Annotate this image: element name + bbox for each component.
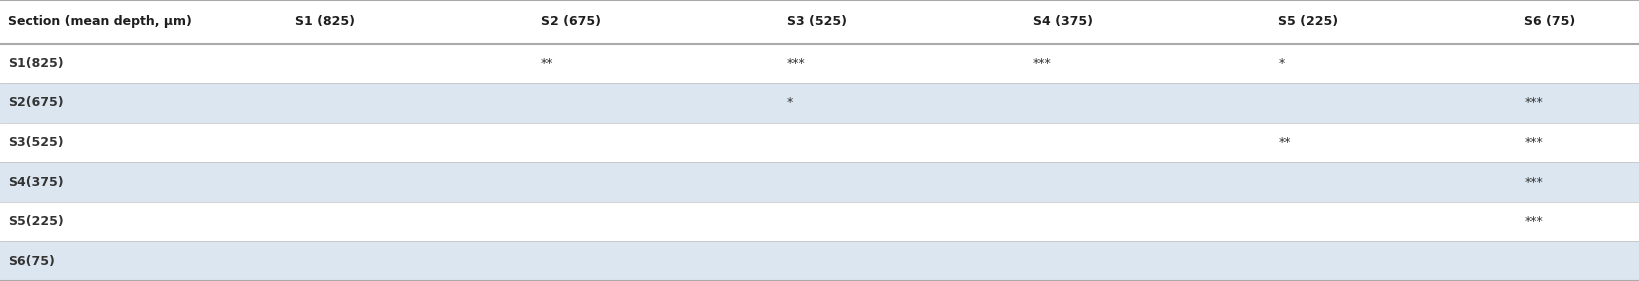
Text: ***: *** bbox=[787, 57, 805, 70]
Text: *: * bbox=[1278, 57, 1285, 70]
Text: S5(225): S5(225) bbox=[8, 215, 64, 228]
Bar bbox=[0, 0, 1639, 44]
Text: *: * bbox=[787, 96, 793, 109]
Bar bbox=[0, 83, 1639, 123]
Text: S6(75): S6(75) bbox=[8, 255, 56, 268]
Text: S1(825): S1(825) bbox=[8, 57, 64, 70]
Text: S3(525): S3(525) bbox=[8, 136, 64, 149]
Text: S1 (825): S1 (825) bbox=[295, 15, 356, 28]
Bar bbox=[0, 44, 1639, 83]
Text: **: ** bbox=[541, 57, 554, 70]
Text: Section (mean depth, μm): Section (mean depth, μm) bbox=[8, 15, 192, 28]
Text: ***: *** bbox=[1033, 57, 1051, 70]
Text: ***: *** bbox=[1524, 215, 1542, 228]
Text: S5 (225): S5 (225) bbox=[1278, 15, 1339, 28]
Text: ***: *** bbox=[1524, 96, 1542, 109]
Text: S6 (75): S6 (75) bbox=[1524, 15, 1575, 28]
Bar bbox=[0, 123, 1639, 162]
Text: S3 (525): S3 (525) bbox=[787, 15, 847, 28]
Text: ***: *** bbox=[1524, 136, 1542, 149]
Text: S4 (375): S4 (375) bbox=[1033, 15, 1093, 28]
Text: S2 (675): S2 (675) bbox=[541, 15, 602, 28]
Bar bbox=[0, 162, 1639, 202]
Bar bbox=[0, 241, 1639, 281]
Text: S4(375): S4(375) bbox=[8, 176, 64, 189]
Bar bbox=[0, 202, 1639, 241]
Text: ***: *** bbox=[1524, 176, 1542, 189]
Text: S2(675): S2(675) bbox=[8, 96, 64, 109]
Text: **: ** bbox=[1278, 136, 1292, 149]
